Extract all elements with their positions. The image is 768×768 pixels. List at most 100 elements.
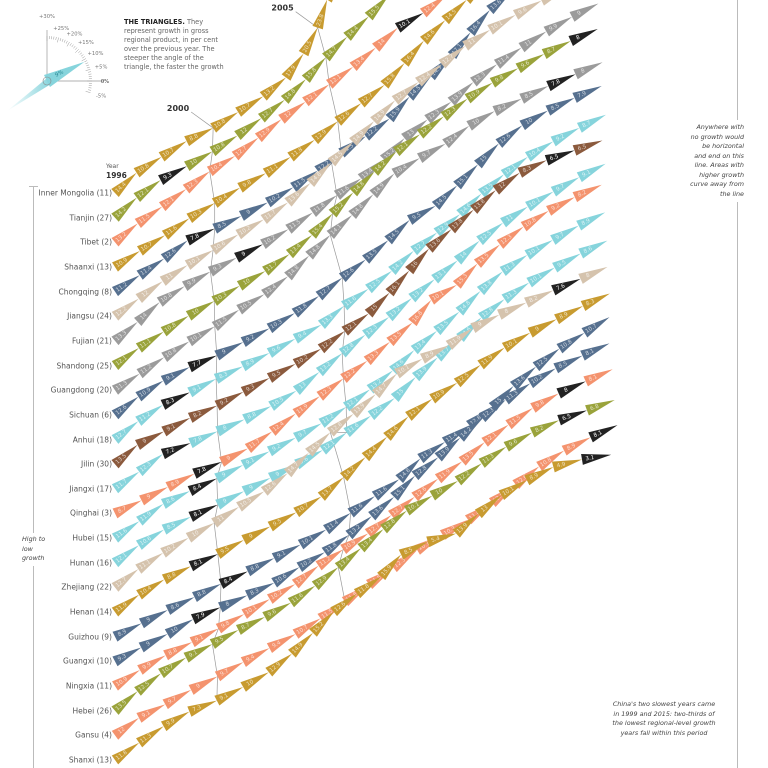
growth-triangle bbox=[326, 215, 353, 240]
growth-triangle bbox=[160, 392, 190, 410]
growth-value-label: 9.1 bbox=[188, 650, 199, 659]
growth-triangle bbox=[372, 27, 398, 52]
year-marker-label: 1996 bbox=[106, 171, 127, 180]
growth-triangle bbox=[581, 454, 612, 465]
growth-triangle bbox=[284, 183, 311, 207]
growth-triangle bbox=[347, 496, 375, 518]
growth-triangle bbox=[554, 305, 584, 325]
growth-triangle bbox=[234, 118, 262, 141]
growth-triangle bbox=[442, 125, 470, 149]
growth-value-label: 9.2 bbox=[551, 203, 562, 212]
growth-triangle bbox=[390, 549, 418, 573]
growth-value-label: 10.9 bbox=[115, 257, 129, 269]
growth-value-label: 10.4 bbox=[215, 193, 229, 205]
growth-triangle bbox=[466, 10, 490, 37]
growth-triangle bbox=[294, 450, 323, 470]
growth-value-label: 9 bbox=[196, 683, 202, 690]
growth-triangle bbox=[458, 442, 485, 466]
growth-triangle bbox=[572, 184, 602, 203]
region-label: Tianjin (27) bbox=[69, 213, 112, 223]
growth-value-label: 10.8 bbox=[213, 118, 227, 130]
growth-triangle bbox=[385, 96, 410, 123]
growth-triangle bbox=[192, 461, 222, 479]
growth-triangle bbox=[388, 250, 414, 275]
growth-triangle bbox=[469, 190, 496, 214]
growth-value-label: 9.1 bbox=[581, 169, 592, 178]
growth-triangle bbox=[370, 151, 397, 176]
growth-value-label: 9.1 bbox=[276, 550, 287, 559]
growth-triangle bbox=[219, 448, 248, 467]
gauge-tick bbox=[81, 58, 87, 62]
growth-triangle bbox=[319, 432, 347, 455]
region-label: Shanxi (13) bbox=[68, 755, 112, 765]
growth-triangle bbox=[364, 292, 390, 318]
growth-triangle bbox=[260, 202, 288, 224]
growth-value-label: 8.2 bbox=[497, 104, 507, 113]
growth-triangle bbox=[429, 382, 458, 404]
growth-triangle bbox=[527, 319, 557, 338]
growth-triangle bbox=[111, 691, 138, 715]
growth-value-label: 11 bbox=[468, 38, 477, 47]
growth-triangle bbox=[343, 415, 371, 438]
growth-triangle bbox=[501, 332, 531, 353]
growth-triangle bbox=[493, 47, 522, 69]
growth-triangle bbox=[271, 544, 301, 564]
growth-triangle bbox=[419, 0, 443, 18]
gauge-tick bbox=[57, 37, 59, 43]
right-annotation: Anywhere with no growth would be horizon… bbox=[690, 120, 744, 202]
growth-value-label: 9.1 bbox=[141, 710, 152, 719]
growth-triangle bbox=[185, 523, 215, 543]
growth-value-label: 10.7 bbox=[162, 147, 176, 159]
growth-triangle bbox=[569, 3, 599, 22]
growth-triangle bbox=[369, 173, 395, 199]
growth-value-label: 12 bbox=[240, 127, 249, 136]
growth-triangle bbox=[111, 197, 137, 222]
growth-triangle bbox=[235, 96, 264, 117]
growth-triangle bbox=[156, 286, 185, 307]
growth-triangle bbox=[285, 212, 313, 234]
growth-value-label: 8 bbox=[563, 387, 569, 394]
growth-triangle bbox=[349, 121, 375, 146]
growth-value-label: 8 bbox=[225, 601, 231, 608]
growth-triangle bbox=[184, 250, 214, 270]
growth-value-label: 10.1 bbox=[490, 21, 504, 32]
growth-triangle bbox=[292, 348, 321, 369]
growth-triangle bbox=[111, 471, 140, 494]
growth-triangle bbox=[553, 355, 583, 374]
growth-value-label: 8 bbox=[580, 68, 586, 75]
growth-value-label: 10.7 bbox=[297, 503, 311, 515]
growth-triangle bbox=[111, 373, 140, 395]
growth-value-label: 10.7 bbox=[585, 323, 599, 335]
growth-triangle bbox=[546, 74, 576, 92]
growth-triangle bbox=[434, 461, 463, 484]
growth-value-label: 9 bbox=[222, 498, 228, 505]
growth-value-label: 9.6 bbox=[267, 609, 278, 619]
growth-value-label: 9 bbox=[248, 533, 254, 540]
growth-triangle bbox=[266, 437, 296, 457]
growth-value-label: 9.7 bbox=[219, 668, 230, 678]
growth-triangle bbox=[394, 12, 424, 33]
growth-value-label: 9.9 bbox=[548, 23, 559, 33]
growth-triangle bbox=[452, 513, 479, 538]
year-marker-line-2005 bbox=[295, 11, 351, 612]
growth-value-label: 10.2 bbox=[531, 374, 545, 385]
growth-triangle bbox=[390, 377, 416, 402]
growth-value-label: 10.4 bbox=[395, 164, 409, 176]
growth-triangle bbox=[231, 137, 259, 161]
growth-triangle bbox=[136, 579, 165, 600]
growth-triangle bbox=[392, 134, 421, 157]
growth-triangle bbox=[181, 271, 211, 292]
growth-triangle bbox=[315, 277, 343, 301]
growth-triangle bbox=[388, 496, 415, 520]
growth-value-label: 10.9 bbox=[115, 676, 129, 688]
growth-value-label: 10.8 bbox=[213, 141, 227, 153]
growth-triangle bbox=[161, 566, 191, 585]
growth-value-label: 10.6 bbox=[274, 573, 288, 585]
growth-triangle bbox=[305, 234, 331, 260]
growth-value-label: 9.9 bbox=[187, 278, 198, 288]
growth-triangle bbox=[572, 140, 603, 156]
growth-triangle bbox=[268, 413, 296, 436]
growth-value-label: 8 bbox=[222, 425, 228, 432]
region-label: Hunan (16) bbox=[69, 558, 112, 568]
